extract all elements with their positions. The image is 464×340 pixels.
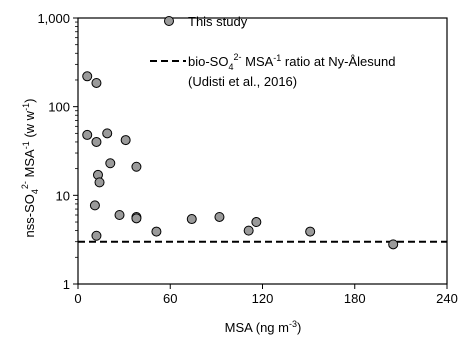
- data-point: [82, 129, 93, 140]
- data-point: [120, 135, 131, 146]
- data-point: [89, 200, 100, 211]
- legend-marker-this-study: [164, 16, 174, 26]
- data-point: [151, 226, 162, 237]
- x-tick-label: 60: [163, 291, 177, 306]
- data-point: [214, 211, 225, 222]
- data-point: [91, 77, 102, 88]
- data-point: [105, 158, 116, 169]
- legend-label-this-study: This study: [188, 14, 248, 29]
- data-point: [251, 217, 262, 228]
- legend-label-bio-ratio-line2: (Udisti et al., 2016): [188, 74, 297, 89]
- data-points: [82, 71, 399, 250]
- x-axis-title: MSA (ng m-3): [225, 319, 302, 335]
- data-point: [305, 226, 316, 237]
- data-point: [131, 213, 142, 224]
- y-tick-label: 1,000: [37, 11, 70, 26]
- data-point: [91, 136, 102, 147]
- data-point: [243, 225, 254, 236]
- data-point: [102, 128, 113, 139]
- legend-label-bio-ratio: bio-SO42- MSA-1 ratio at Ny-Ålesund: [188, 52, 395, 72]
- y-tick-label: 1: [63, 277, 70, 292]
- data-point: [94, 177, 105, 188]
- y-tick-label: 10: [56, 188, 70, 203]
- y-axis-title: nss-SO42- MSA-1 (w w-1): [20, 99, 40, 238]
- data-point: [388, 239, 399, 250]
- data-point: [91, 230, 102, 241]
- x-tick-label: 0: [74, 291, 81, 306]
- y-tick-label: 100: [48, 100, 70, 115]
- x-tick-label: 240: [436, 291, 458, 306]
- legend: This study bio-SO42- MSA-1 ratio at Ny-Å…: [150, 14, 395, 89]
- data-point: [114, 210, 125, 221]
- data-point: [131, 161, 142, 172]
- x-tick-label: 120: [252, 291, 274, 306]
- data-point: [186, 214, 197, 225]
- x-tick-label: 180: [344, 291, 366, 306]
- data-point: [82, 71, 93, 82]
- axis-ticks: 0 60 120 180 240 1 10 100 1,000: [37, 11, 457, 306]
